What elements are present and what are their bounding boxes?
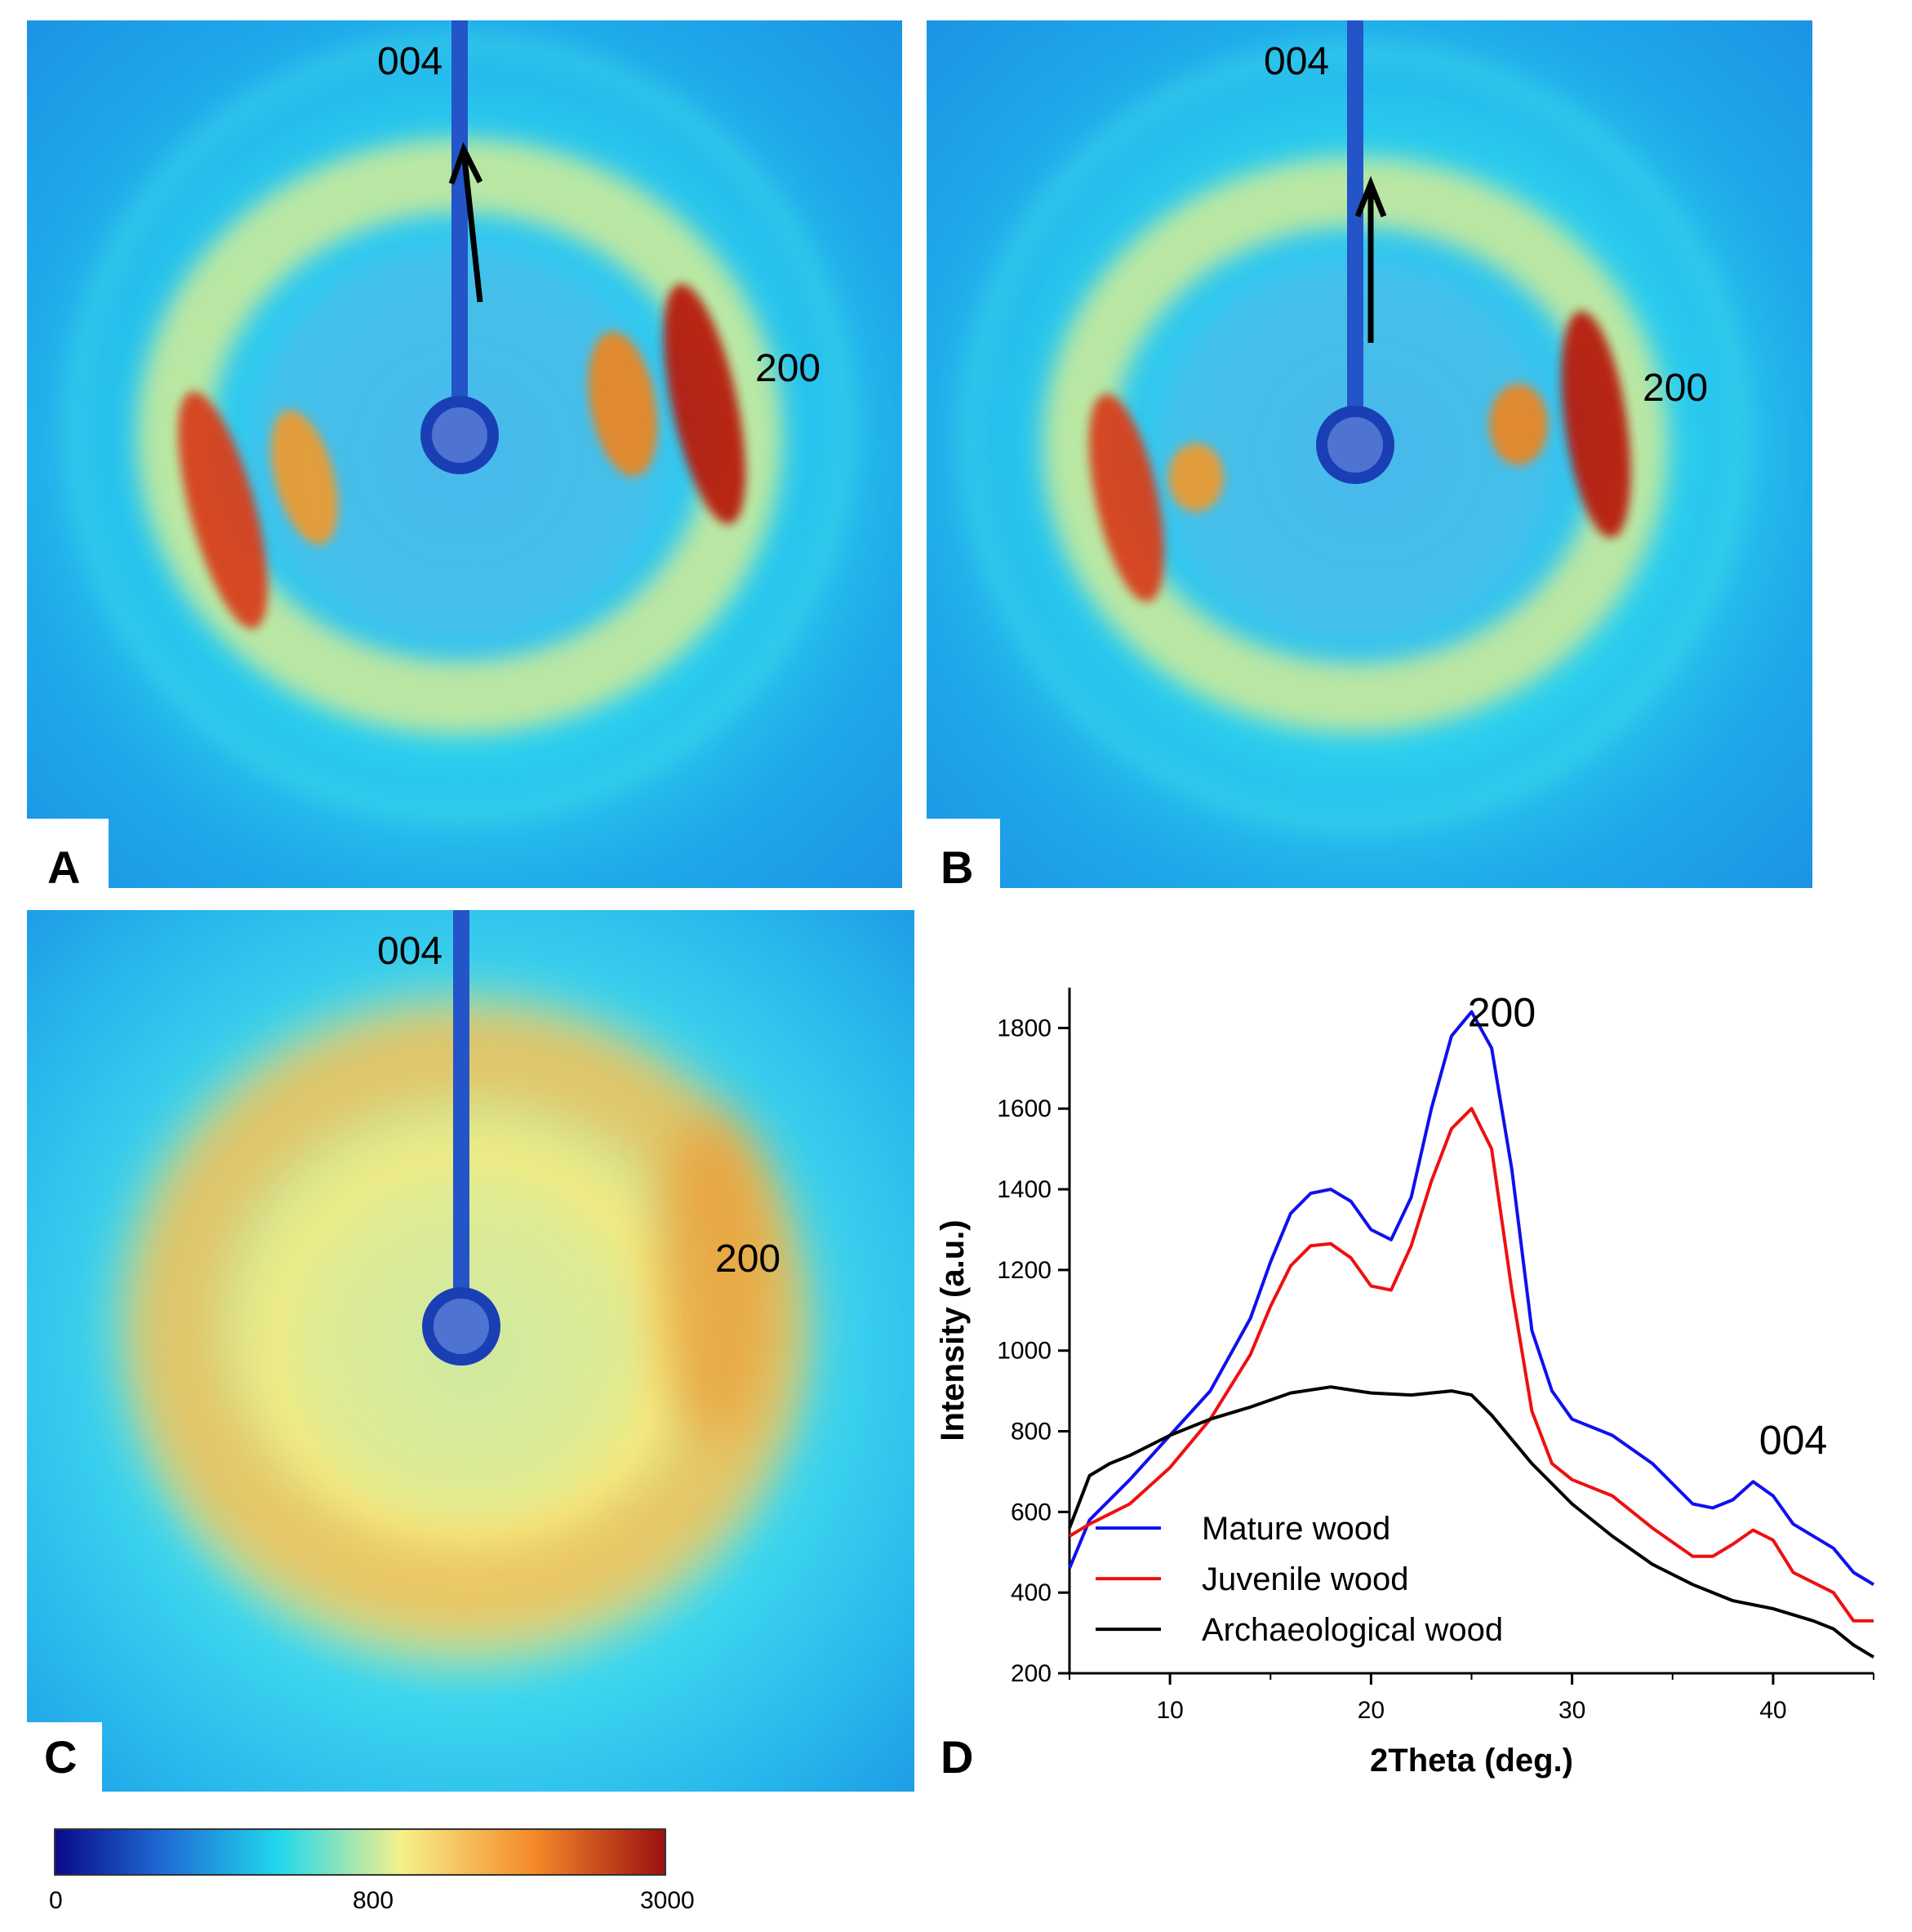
y-tick-label: 1600 (997, 1095, 1052, 1122)
panel-c-letter: C (44, 1731, 78, 1783)
panel-b-diffraction-image (927, 20, 1812, 888)
y-axis-label: Intensity (a.u.) (935, 1219, 971, 1441)
x-tick-label: 30 (1559, 1697, 1585, 1724)
panel-c-label-200: 200 (715, 1237, 781, 1281)
x-tick-label: 40 (1759, 1697, 1786, 1724)
colorbar-mid-label: 800 (353, 1887, 394, 1914)
colorbar-min-label: 0 (49, 1887, 63, 1914)
legend-label: Juvenile wood (1202, 1561, 1409, 1597)
y-tick-label: 600 (1011, 1499, 1052, 1526)
panel-c-label-004: 004 (377, 930, 443, 973)
panel-a-diffraction-image (27, 20, 902, 888)
panel-b-letter: B (940, 842, 974, 893)
series-line-archaeological-wood (1068, 1385, 1875, 1659)
colorbar-max-label: 3000 (640, 1887, 695, 1914)
beamstop-arm (453, 910, 469, 1318)
panel-b-svg (927, 20, 1812, 888)
panel-b-label-004: 004 (1264, 40, 1330, 83)
panel-d-letter: D (940, 1731, 974, 1783)
y-tick-label: 1800 (997, 1015, 1052, 1042)
legend-label: Archaeological wood (1202, 1612, 1503, 1648)
panel-b-label-200: 200 (1643, 366, 1709, 410)
panel-a-label-004: 004 (377, 40, 443, 83)
series-line-mature-wood (1068, 1010, 1875, 1587)
panel-a-label-200: 200 (755, 347, 821, 390)
chart-legend: Mature wood Juvenile wood Archaeological w… (1096, 1511, 1503, 1648)
y-tick-label: 200 (1011, 1660, 1052, 1687)
annotation-004: 004 (1759, 1417, 1827, 1463)
x-tick-label: 20 (1358, 1697, 1385, 1724)
panel-d-xrd-chart: 10 20 30 40 200 400 600 800 1000 1200 1400 1600 1800… (935, 988, 1875, 1779)
beamstop-arm (1347, 20, 1363, 437)
panel-c-diffraction-image (27, 910, 914, 1792)
y-tick-label: 400 (1011, 1579, 1052, 1606)
y-tick-label: 1400 (997, 1176, 1052, 1203)
y-tick-label: 800 (1011, 1419, 1052, 1446)
y-tick-label: 1000 (997, 1338, 1052, 1365)
panel-a-letter: A (47, 842, 81, 893)
y-tick-label: 1200 (997, 1257, 1052, 1284)
x-tick-label: 10 (1156, 1697, 1183, 1724)
legend-label: Mature wood (1202, 1511, 1390, 1547)
chart-series-group (1068, 1010, 1875, 1659)
annotation-200: 200 (1468, 990, 1536, 1036)
beamstop-arm (451, 20, 468, 429)
panel-a-svg (27, 20, 902, 888)
orientation-arrow (460, 150, 483, 303)
chart-axes: 10 20 30 40 200 400 600 800 1000 1200 1400 1600 1800 (997, 988, 1874, 1724)
panel-c-svg (27, 910, 914, 1792)
intensity-colorbar (54, 1828, 666, 1876)
series-line-juvenile-wood (1068, 1107, 1874, 1623)
x-axis-label: 2Theta (deg.) (1370, 1743, 1573, 1779)
